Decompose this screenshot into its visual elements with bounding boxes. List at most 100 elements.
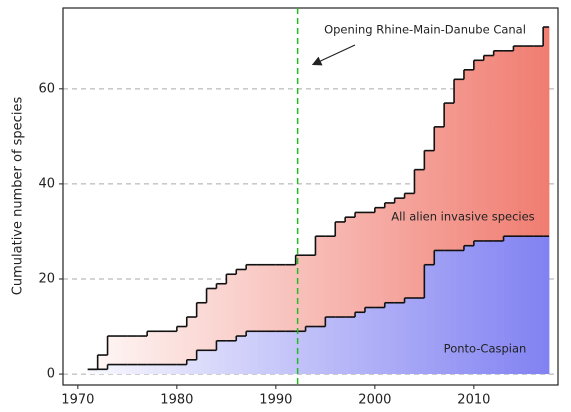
annotation-arrow [311,44,356,66]
area-all [424,150,435,265]
area-all [325,236,336,318]
area-ponto [127,364,138,375]
area-all [335,221,346,318]
area-ponto [97,369,108,375]
area-all [246,264,257,332]
area-ponto [176,364,188,375]
area-ponto [543,236,550,375]
area-ponto [275,331,287,375]
area-ponto [157,364,168,375]
area-all [355,212,366,313]
area-ponto [463,245,475,375]
area-all [107,336,118,365]
area-ponto [256,331,267,375]
x-tick-label: 2010 [457,393,490,408]
plot-frame [62,7,559,386]
area-all [374,207,386,308]
area-ponto [335,317,346,375]
area-all [127,336,138,365]
area-ponto [226,340,237,375]
area-ponto [196,350,207,375]
area-ponto [513,236,524,375]
area-all [414,169,425,298]
area-all [364,212,376,308]
area-ponto [265,331,277,375]
series-label: Ponto-Caspian [444,342,527,356]
area-all [345,217,356,318]
area-ponto [216,340,227,375]
x-tick-label: 1970 [61,393,94,408]
area-all [216,283,227,341]
x-tick-label: 1990 [259,393,292,408]
area-all [463,69,475,246]
x-tick-label: 2000 [358,393,391,408]
area-ponto [117,364,128,375]
area-ponto [305,326,316,375]
area-all [176,326,188,365]
y-tick-label: 0 [47,367,55,382]
area-ponto [454,250,465,375]
area-all [265,264,277,332]
area-ponto [206,350,217,375]
area-all [434,126,445,251]
area-ponto [345,317,356,375]
area-ponto [285,331,296,375]
area-all [157,331,168,365]
area-ponto [404,298,415,375]
area-all [275,264,287,332]
area-ponto [87,369,98,375]
area-all [285,264,296,332]
area-ponto [394,302,405,375]
area-ponto [444,250,455,375]
area-all [533,46,544,237]
area-all [503,50,514,237]
area-all [543,27,550,237]
area-all [186,317,197,360]
area-all [256,264,267,332]
area-all [404,193,415,298]
area-all [147,331,158,365]
area-all [473,60,485,241]
area-all [236,269,247,337]
area-all [305,255,316,327]
area-ponto [325,317,336,375]
area-ponto [414,298,425,375]
x-tick-label: 1980 [160,393,193,408]
area-all [394,198,405,303]
area-all [483,55,494,241]
area-ponto [364,307,376,375]
area-ponto [295,331,306,375]
area-all [523,46,534,237]
area-all [166,331,178,365]
area-all [117,336,128,365]
area-all [196,302,207,351]
y-tick-label: 20 [38,271,55,286]
area-all [493,50,504,241]
area-all [226,274,237,341]
area-ponto [384,302,395,375]
area-all [513,46,524,237]
annotation: Opening Rhine-Main-Danube Canal [324,23,526,37]
area-ponto [246,331,257,375]
area-ponto [147,364,158,375]
area-all [444,103,455,251]
area-all [315,236,326,327]
area-ponto [424,264,435,375]
area-ponto [236,336,247,375]
area-all [206,288,217,351]
y-tick-label: 40 [38,176,55,191]
area-ponto [533,236,544,375]
area-ponto [503,236,514,375]
area-ponto [107,364,118,375]
area-ponto [315,326,326,375]
area-ponto [523,236,534,375]
area-ponto [473,240,485,375]
area-ponto [434,250,445,375]
area-all [137,336,148,365]
area-ponto [355,312,366,375]
y-tick-label: 60 [38,81,55,96]
area-ponto [493,240,504,375]
area-ponto [166,364,178,375]
area-ponto [186,359,197,375]
